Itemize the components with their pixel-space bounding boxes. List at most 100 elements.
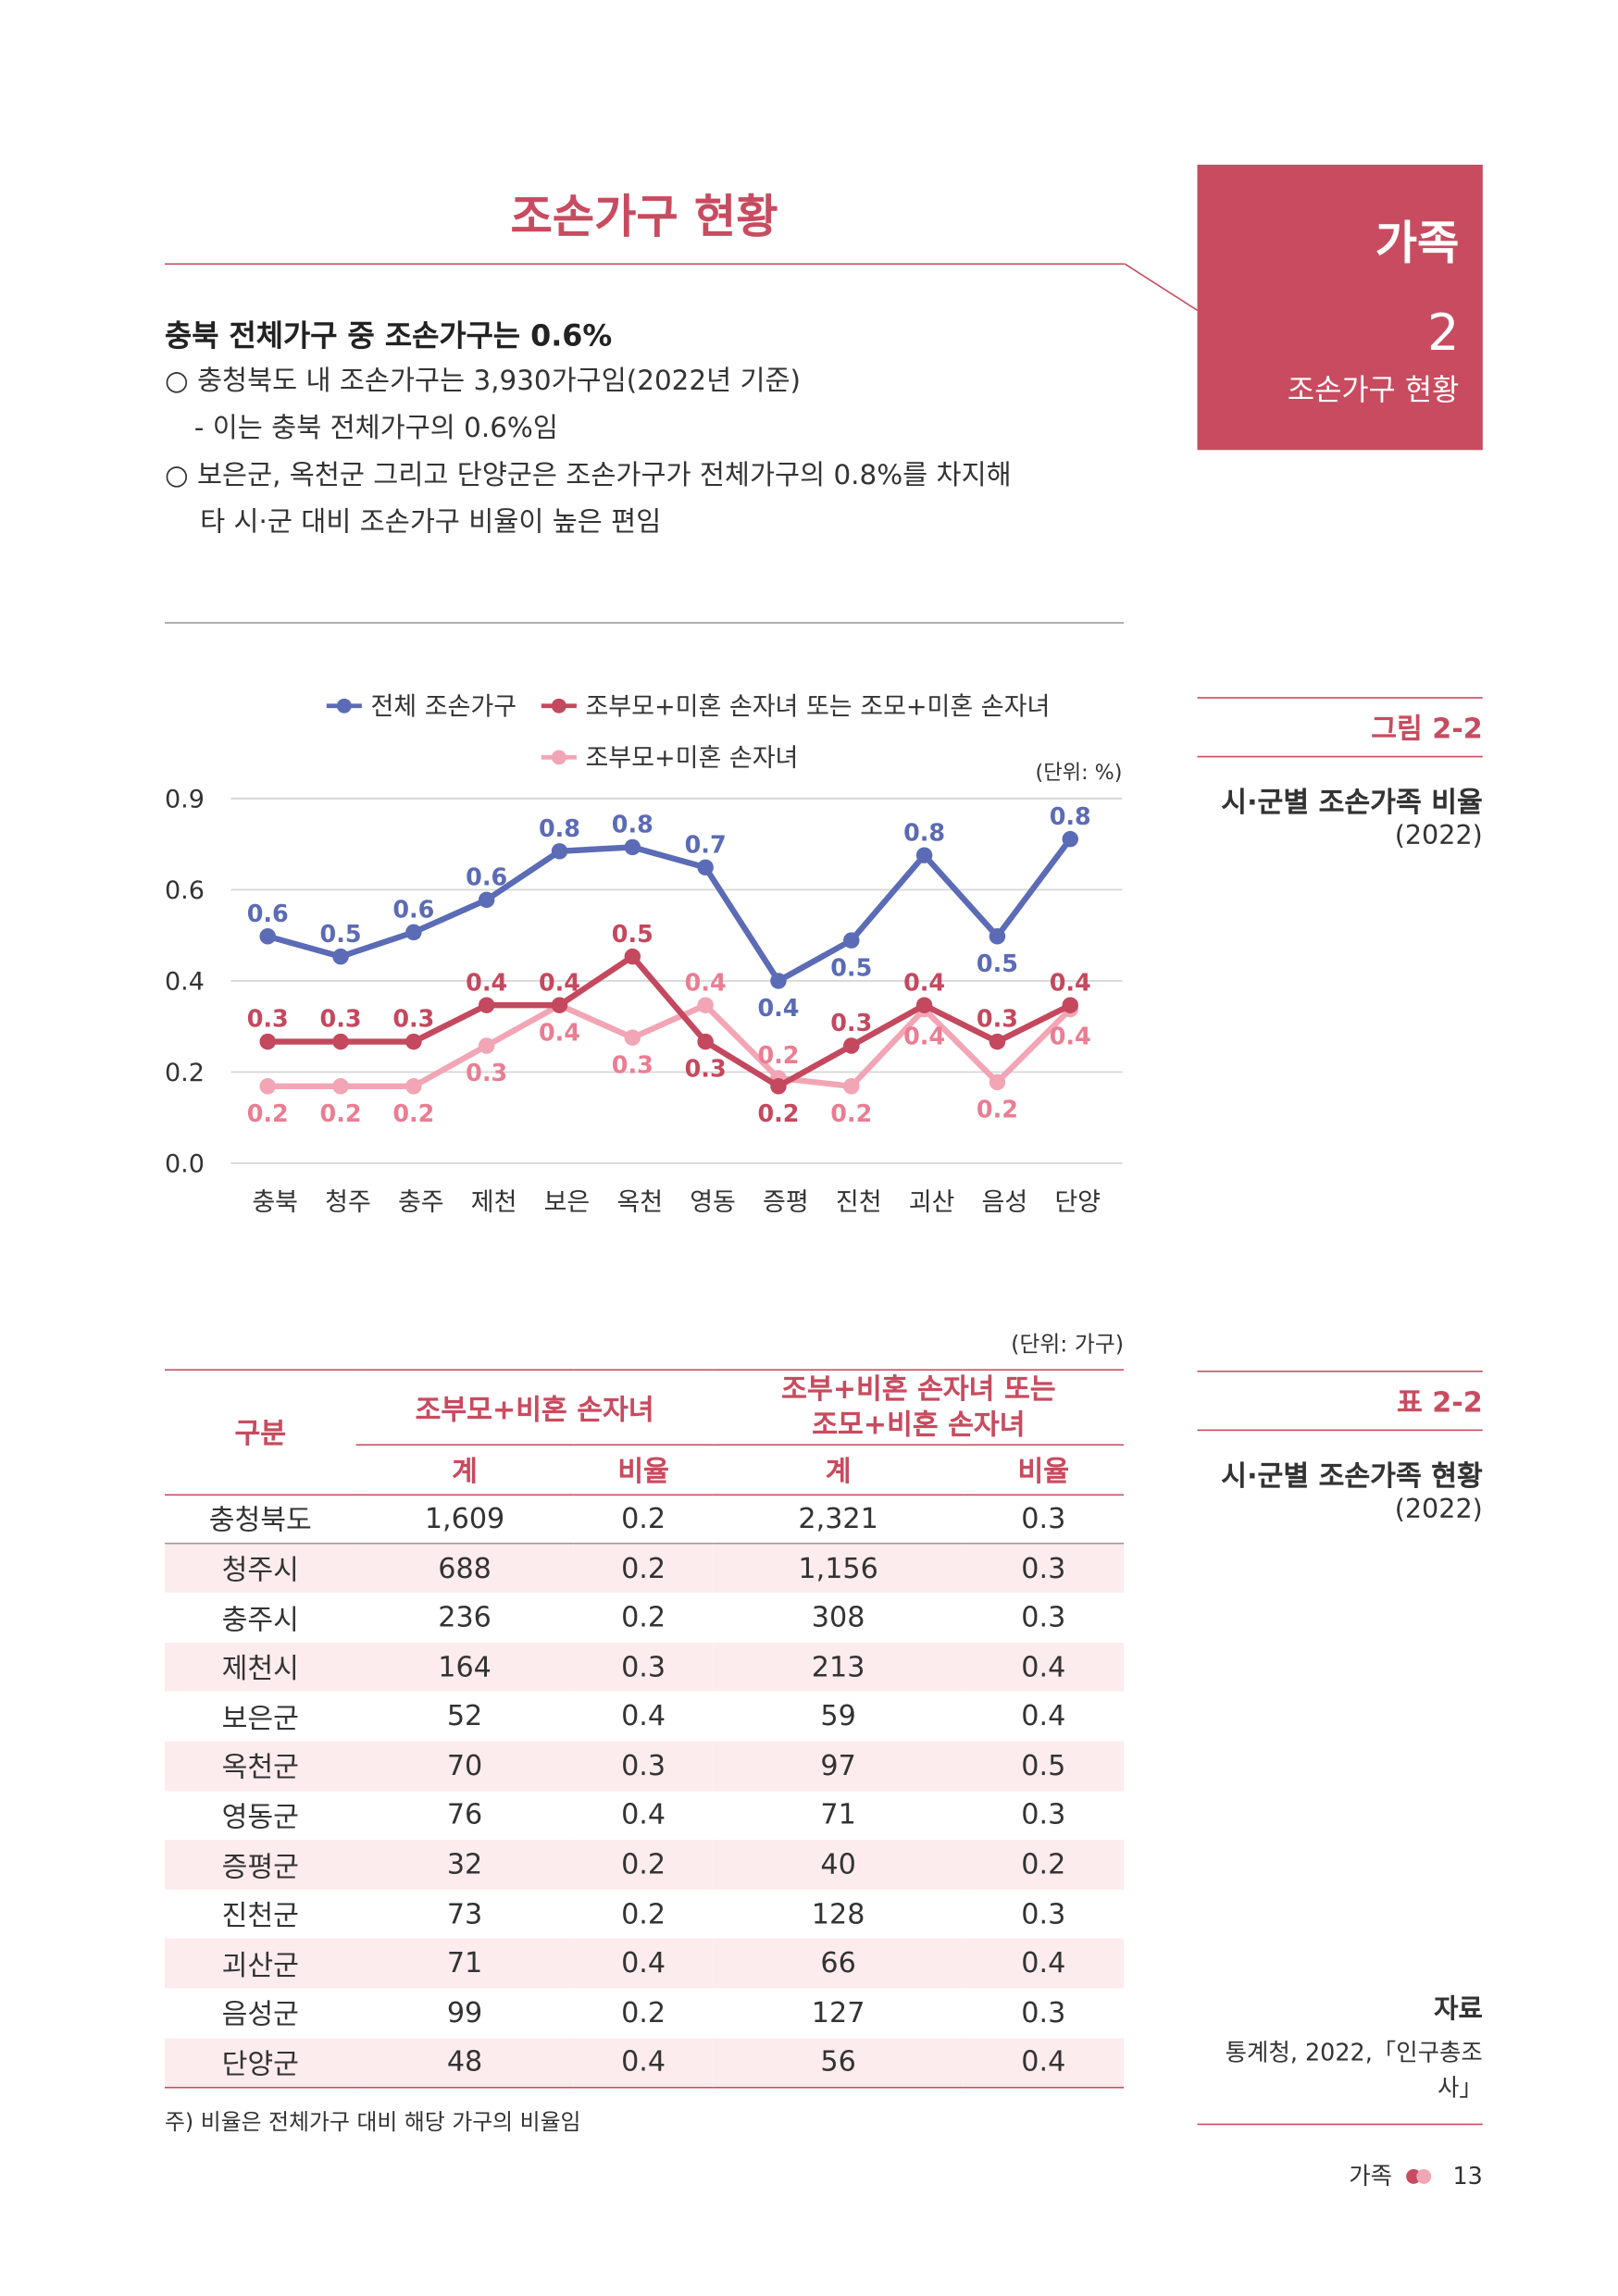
data-label: 0.6: [247, 900, 289, 927]
data-point: [624, 838, 641, 856]
source: 자료 통계청, 2022,「인구총조사」: [1197, 1988, 1483, 2126]
data-label: 0.4: [903, 968, 945, 996]
legend-marker-icon: [551, 750, 566, 765]
data-label: 0.4: [1050, 1023, 1091, 1050]
data-label: 0.2: [392, 1099, 434, 1127]
value-cell: 0.3: [621, 1651, 666, 1683]
data-label: 0.6: [392, 895, 434, 923]
source-label: 자료: [1434, 1993, 1483, 2026]
header-category: 구분: [164, 1370, 356, 1496]
data-label: 0.5: [612, 920, 653, 948]
value-cell: 0.4: [621, 1947, 666, 1980]
data-label: 0.4: [757, 994, 799, 1022]
data-label: 0.8: [539, 814, 580, 842]
value-cell: 0.3: [1021, 1996, 1066, 2029]
table-unit: (단위: 가구): [1011, 1331, 1125, 1358]
value-cell: 0.2: [621, 1601, 666, 1634]
data-label: 0.3: [320, 1005, 362, 1033]
footer-label: 가족: [1349, 2161, 1393, 2191]
value-cell: 0.3: [1021, 1897, 1066, 1930]
value-cell: 97: [820, 1749, 856, 1782]
header-count: 계: [825, 1455, 852, 1488]
legend-marker-icon: [336, 698, 352, 714]
data-label: 0.8: [1050, 802, 1091, 830]
value-cell: 0.2: [621, 1996, 666, 2029]
data-label: 0.7: [685, 830, 727, 858]
data-point: [915, 997, 933, 1013]
data-label: 0.5: [977, 949, 1018, 977]
table-row: 괴산군 71 0.4 66 0.4: [164, 1939, 1125, 1989]
data-label: 0.3: [247, 1005, 289, 1033]
legend-label: 조부모+미혼 손자녀 또는 조모+미혼 손자녀: [585, 692, 1050, 721]
data-label: 0.3: [392, 1005, 434, 1033]
data-label: 0.2: [757, 1099, 799, 1127]
data-label: 0.3: [830, 1009, 872, 1036]
region-cell: 단양군: [221, 2048, 299, 2081]
data-point: [989, 1033, 1006, 1050]
table-row: 진천군 73 0.2 128 0.3: [165, 1890, 1124, 1939]
summary-headline: 충북 전체가구 중 조손가구는 0.6%: [164, 317, 613, 354]
x-tick-label: 영동: [690, 1188, 736, 1217]
data-point: [478, 997, 495, 1013]
header-group1: 조부모+비혼 손자녀: [355, 1370, 714, 1446]
region-cell: 제천시: [221, 1653, 299, 1686]
figure-year: (2022): [1394, 820, 1483, 852]
data-label: 0.3: [685, 1055, 727, 1083]
page-number: 13: [1452, 2161, 1483, 2191]
value-cell: 59: [820, 1700, 856, 1733]
data-label: 0.4: [466, 968, 507, 996]
title-connector: [1124, 263, 1198, 311]
data-point: [259, 1078, 276, 1095]
data-label: 0.2: [977, 1096, 1018, 1123]
value-cell: 0.3: [1021, 1799, 1066, 1832]
data-label: 0.5: [320, 920, 362, 948]
data-point: [915, 847, 933, 863]
value-cell: 2,321: [798, 1502, 878, 1535]
unit-label: (단위: %): [1036, 761, 1123, 785]
value-cell: 0.3: [621, 1749, 666, 1782]
region-cell: 괴산군: [221, 1949, 299, 1982]
data-point: [624, 948, 641, 965]
data-point: [843, 932, 860, 949]
value-cell: 99: [446, 1996, 483, 2029]
figure-title: 시·군별 조손가족 비율: [1221, 787, 1483, 820]
legend-label: 조부모+미혼 손자녀: [585, 744, 798, 773]
data-label: 0.4: [685, 968, 727, 996]
data-point: [843, 1037, 860, 1054]
data-label: 0.5: [830, 953, 872, 981]
line-chart: 0.9 0.6 0.4 0.2 0.0 충북 청주 충주 제천 보은 옥천 영동 증평 진천 괴산 음성 단양 (…: [165, 692, 1123, 1217]
value-cell: 0.4: [621, 1799, 666, 1832]
data-label: 0.2: [757, 1041, 799, 1069]
legend-label: 전체 조손가구: [370, 692, 517, 721]
value-cell: 0.2: [621, 1848, 666, 1881]
table-label: 표 2-2: [1197, 1371, 1483, 1432]
data-point: [551, 997, 568, 1013]
table-title: 시·군별 조손가족 현황: [1221, 1459, 1483, 1493]
data-point: [843, 1078, 860, 1095]
series-line: [267, 837, 1073, 985]
chapter-title: 가족: [1375, 217, 1460, 271]
data-label: 0.4: [1050, 968, 1091, 996]
figure-label: 그림 2-2: [1197, 697, 1483, 758]
data-point: [478, 891, 495, 909]
value-cell: 0.4: [1021, 1700, 1066, 1733]
data-point: [770, 973, 787, 989]
dot-icon: [1415, 2168, 1431, 2184]
x-tick-label: 단양: [1054, 1188, 1101, 1217]
table-row: 청주시 688 0.2 1,156 0.3: [164, 1544, 1125, 1594]
data-point: [405, 1033, 422, 1050]
source-text: 통계청, 2022,「인구총조사」: [1225, 2038, 1483, 2102]
data-point: [405, 1078, 422, 1095]
data-label: 0.2: [247, 1099, 289, 1127]
data-label: 0.3: [977, 1005, 1018, 1033]
data-table: 구분 조부모+비혼 손자녀 조부+비혼 손자녀 또는 조모+비혼 손자녀 계 비율…: [164, 1369, 1125, 2088]
header-group2-line2: 조모+비혼 손자녀: [812, 1409, 1026, 1442]
region-cell: 음성군: [221, 1999, 299, 2032]
table-row: 영동군 76 0.4 71 0.3: [165, 1791, 1124, 1840]
data-point: [697, 1033, 714, 1050]
data-point: [989, 1074, 1006, 1091]
data-point: [1062, 830, 1078, 848]
x-tick-label: 보은: [544, 1188, 591, 1217]
data-point: [478, 1037, 495, 1054]
table-row: 보은군 52 0.4 59 0.4: [165, 1692, 1124, 1741]
